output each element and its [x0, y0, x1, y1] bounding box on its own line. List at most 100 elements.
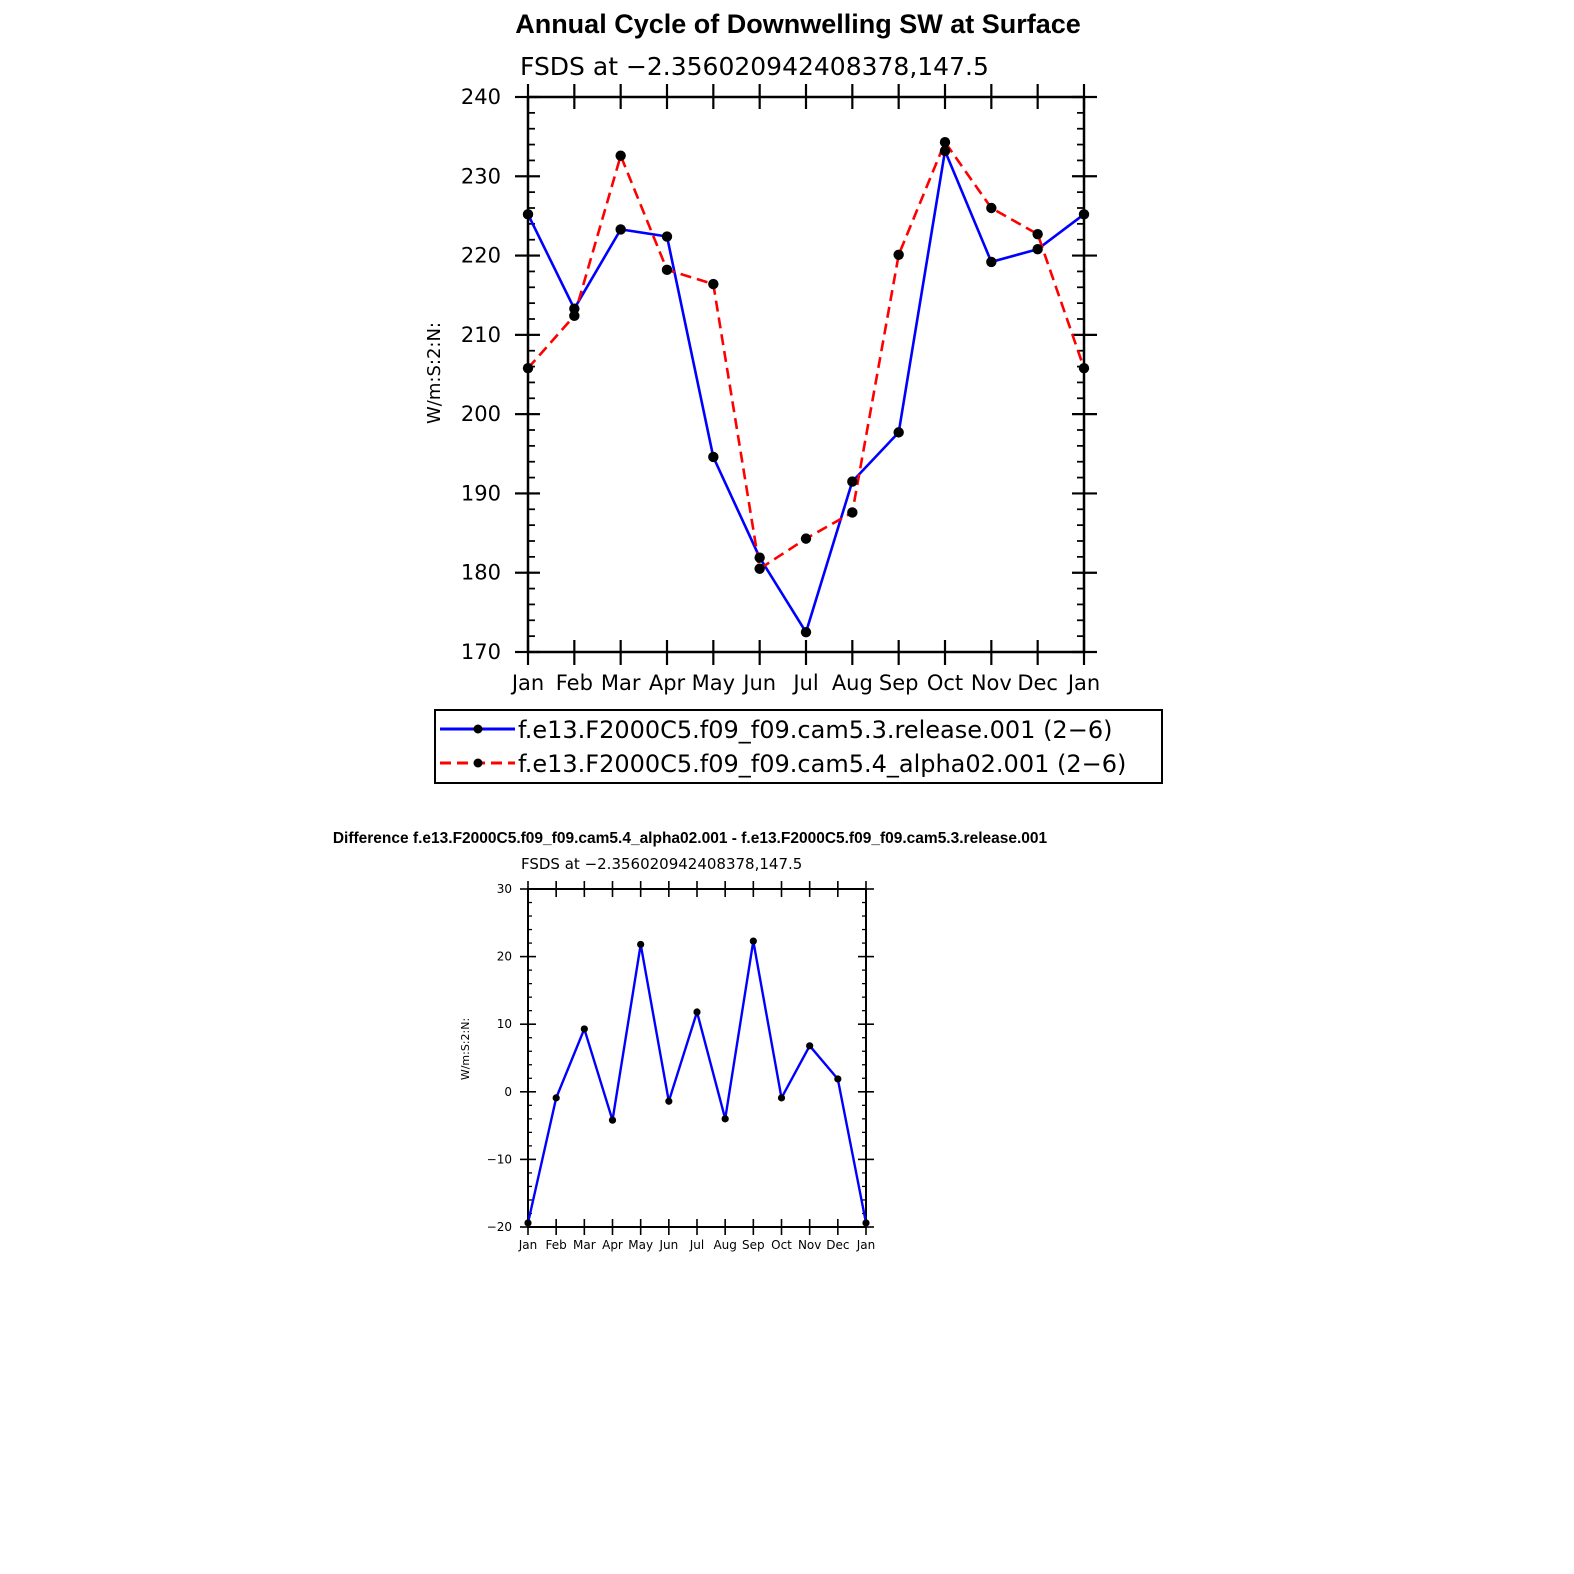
series-0-point	[939, 145, 951, 157]
series-0-point	[749, 937, 757, 945]
series-0-point	[721, 1115, 729, 1123]
series-1-point	[847, 507, 858, 518]
series-0-point	[834, 1075, 842, 1083]
series-0-point	[1032, 244, 1043, 255]
diff-chart-subtitle: FSDS at −2.356020942408378,147.5	[521, 855, 802, 873]
series-0-point	[806, 1042, 814, 1050]
y-tick-label: −20	[487, 1220, 512, 1234]
series-0-point	[552, 1094, 560, 1102]
series-1-point	[661, 264, 673, 276]
series-0-point	[661, 231, 673, 242]
series-0-point	[608, 1116, 617, 1124]
y-tick-label: 230	[461, 164, 501, 188]
y-tick-label: 240	[461, 85, 501, 109]
y-tick-label: 180	[461, 561, 501, 585]
annual-cycle-chart: Annual Cycle of Downwelling SW at Surfac…	[424, 9, 1163, 784]
x-tick-label: Feb	[556, 671, 593, 695]
x-tick-label: Jan	[1066, 671, 1100, 695]
series-1-point	[1032, 228, 1043, 240]
series-0-point	[777, 1094, 786, 1102]
y-tick-label: 20	[497, 950, 512, 964]
series-0-point	[800, 626, 812, 638]
y-tick-label: 210	[461, 323, 501, 347]
x-tick-label: Jan	[856, 1238, 876, 1252]
diff-y-axis-label: W/m:S:2:N:	[459, 1018, 472, 1080]
x-tick-label: Mar	[601, 671, 641, 695]
series-1-point	[1078, 362, 1090, 374]
legend-label-alpha: f.e13.F2000C5.f09_f09.cam5.4_alpha02.001…	[518, 750, 1126, 778]
series-1-point	[893, 249, 904, 260]
series-0-point	[693, 1008, 701, 1016]
series-0-point	[569, 303, 580, 314]
series-1-point	[708, 278, 719, 290]
y-tick-label: 190	[461, 481, 501, 505]
series-0-point	[986, 256, 997, 268]
y-tick-label: 220	[461, 244, 501, 268]
series-0-point	[754, 552, 765, 563]
x-tick-label: Jul	[791, 671, 818, 695]
x-tick-label: Jul	[689, 1238, 704, 1252]
x-tick-label: May	[628, 1238, 653, 1252]
legend: f.e13.F2000C5.f09_f09.cam5.3.release.001…	[434, 709, 1163, 784]
x-tick-label: Jun	[741, 671, 776, 695]
x-tick-label: Aug	[713, 1238, 736, 1252]
x-tick-label: Sep	[742, 1238, 765, 1252]
series-0-point	[847, 476, 858, 487]
difference-chart: Difference f.e13.F2000C5.f09_f09.cam5.4_…	[333, 830, 1048, 1252]
series-0-point	[665, 1097, 673, 1105]
data-series-group	[522, 136, 1090, 638]
x-tick-label: Apr	[602, 1238, 623, 1252]
x-tick-label: May	[692, 671, 735, 695]
series-1-point	[754, 563, 765, 574]
series-0-point	[524, 1219, 532, 1227]
y-tick-label: 0	[504, 1085, 512, 1099]
legend-marker-alpha	[473, 758, 483, 768]
y-axis-label: W/m:S:2:N:	[424, 322, 445, 424]
x-tick-label: Oct	[771, 1238, 792, 1252]
x-tick-label: Aug	[832, 671, 873, 695]
x-tick-label: Oct	[927, 671, 963, 695]
series-0-point	[580, 1025, 588, 1033]
diff-chart-title: Difference f.e13.F2000C5.f09_f09.cam5.4_…	[333, 830, 1048, 847]
series-1-point	[986, 202, 997, 214]
series-0-point	[637, 940, 645, 949]
diff-plot-axes	[520, 881, 874, 1235]
series-0-point	[1078, 209, 1090, 220]
series-1-point	[800, 533, 812, 544]
series-0-point	[615, 224, 626, 235]
diff-data-series-group	[524, 937, 870, 1227]
y-tick-label: −10	[487, 1152, 512, 1166]
x-tick-label: Jan	[518, 1238, 538, 1252]
series-0-point	[522, 209, 534, 220]
x-tick-label: Jan	[510, 671, 544, 695]
x-tick-label: Feb	[546, 1238, 567, 1252]
series-1-point	[939, 136, 951, 148]
series-1-point	[522, 362, 534, 374]
y-tick-label: 30	[497, 882, 512, 896]
y-tick-label: 10	[497, 1017, 512, 1031]
series-0-point	[708, 451, 719, 463]
x-tick-label: Nov	[798, 1238, 821, 1252]
x-tick-label: Jun	[658, 1238, 678, 1252]
series-1-point	[569, 310, 580, 322]
chart-subtitle: FSDS at −2.356020942408378,147.5	[520, 52, 989, 81]
series-0-point	[862, 1219, 870, 1227]
x-tick-label: Sep	[879, 671, 919, 695]
series-0-point	[893, 427, 904, 438]
plot-axes	[515, 84, 1097, 665]
x-tick-label: Dec	[826, 1238, 849, 1252]
series-1-point	[615, 150, 626, 161]
legend-marker-release	[473, 724, 483, 734]
legend-box	[434, 709, 1163, 784]
x-tick-label: Nov	[971, 671, 1012, 695]
y-tick-label: 200	[461, 402, 501, 426]
x-tick-label: Dec	[1017, 671, 1058, 695]
x-tick-label: Apr	[649, 671, 686, 695]
y-tick-label: 170	[461, 640, 501, 664]
chart-title: Annual Cycle of Downwelling SW at Surfac…	[515, 9, 1081, 39]
diff-tick-labels: −20 −10 0 10 20 30 Jan Feb Mar Apr May Jun Jul Aug Sep…	[487, 882, 876, 1252]
legend-label-release: f.e13.F2000C5.f09_f09.cam5.3.release.001…	[518, 716, 1112, 744]
